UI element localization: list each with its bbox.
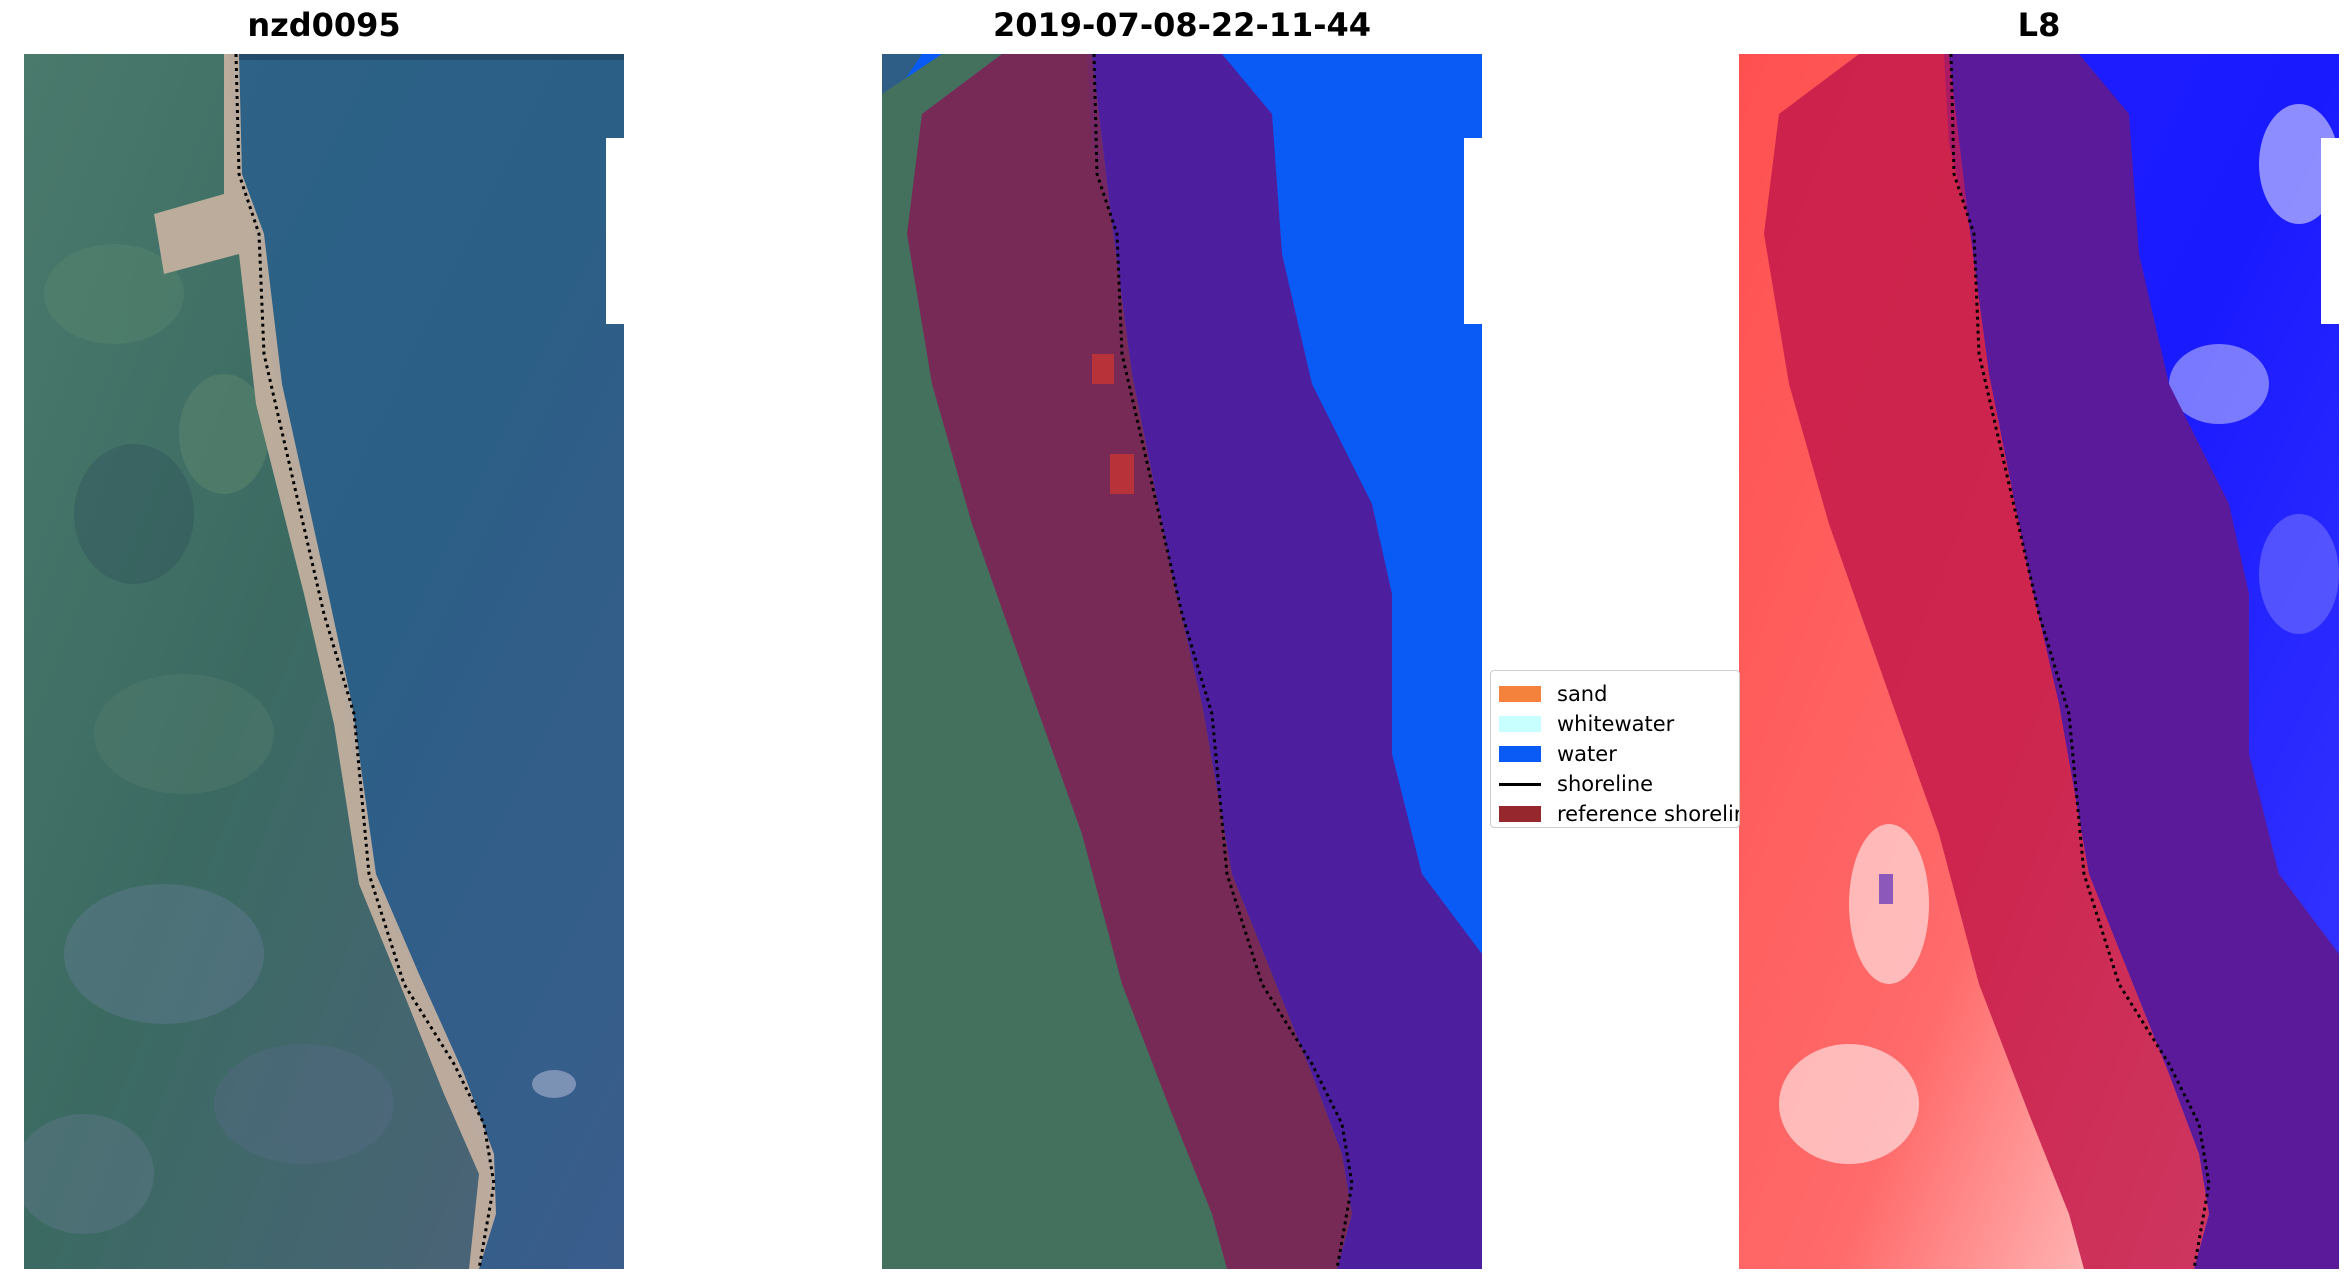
nodata-notch	[1464, 138, 1482, 324]
legend-swatch-whitewater	[1499, 716, 1541, 732]
index-image-panel	[1739, 54, 2339, 1269]
buffer-water	[1949, 54, 2339, 1269]
buffer-land	[907, 54, 1352, 1269]
panel-title-classified: 2019-07-08-22-11-44	[992, 6, 1372, 44]
top-edge-band	[24, 54, 624, 60]
classified-image-panel	[882, 54, 1482, 1269]
legend-label: shoreline	[1557, 772, 1654, 796]
legend-label: water	[1557, 742, 1617, 766]
nodata-notch	[2321, 138, 2339, 324]
legend-item-sand: sand	[1491, 679, 1607, 709]
index-land-texture	[1779, 824, 1929, 1164]
legend: sand whitewater water shoreline referenc…	[1490, 670, 1740, 828]
panel-title-index: L8	[2017, 6, 2061, 44]
reference-shoreline-mark	[1092, 354, 1114, 384]
legend-label: sand	[1557, 682, 1608, 706]
shoreline-dotted	[234, 54, 496, 1269]
legend-swatch-water	[1499, 746, 1541, 762]
reference-shoreline-mark	[1110, 454, 1134, 494]
legend-label: reference shoreline	[1557, 802, 1740, 826]
land-area	[24, 54, 494, 1269]
shoreline-dotted	[1092, 54, 1354, 1269]
legend-label: whitewater	[1557, 712, 1675, 736]
rgb-image-panel	[24, 54, 624, 1269]
index-water-texture	[2169, 104, 2339, 634]
land-texture	[24, 244, 394, 1234]
nodata-notch	[606, 138, 624, 324]
legend-line-shoreline	[1499, 782, 1541, 786]
legend-swatch-sand	[1499, 686, 1541, 702]
shoreline-dotted	[1949, 54, 2211, 1269]
buffer-water	[1092, 54, 1482, 1269]
panel-title-rgb: nzd0095	[247, 6, 401, 44]
legend-item-reference-shoreline: reference shoreline	[1491, 799, 1740, 827]
legend-swatch-reference-shoreline	[1499, 806, 1541, 822]
legend-item-water: water	[1491, 739, 1617, 769]
legend-item-whitewater: whitewater	[1491, 709, 1674, 739]
buffer-land	[1764, 54, 2209, 1269]
beach-strip	[154, 54, 496, 1269]
legend-item-shoreline: shoreline	[1491, 769, 1653, 799]
